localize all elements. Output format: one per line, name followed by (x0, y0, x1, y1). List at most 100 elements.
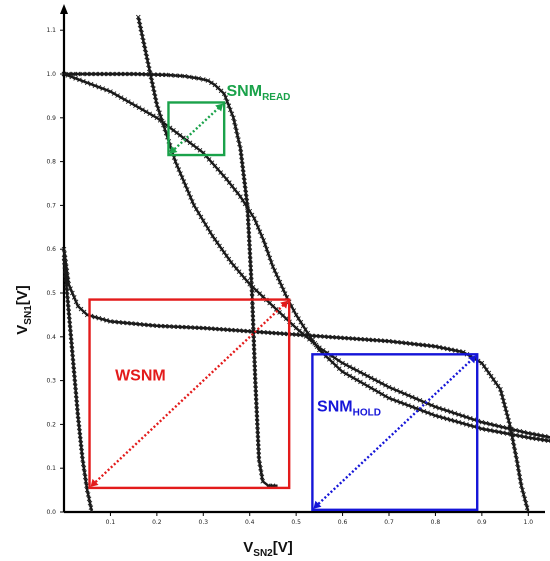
curve-marker (110, 71, 115, 77)
curve-marker (265, 330, 271, 335)
curve-marker (513, 427, 518, 433)
curve-marker (221, 327, 226, 332)
curve-marker (318, 334, 323, 339)
curve-marker (257, 461, 263, 467)
curve-marker (256, 452, 262, 458)
curve-marker (129, 101, 135, 106)
curve-marker (224, 176, 229, 182)
curve-marker (452, 410, 458, 416)
curve-marker (383, 393, 388, 399)
curve-marker (67, 317, 72, 323)
curve-marker (248, 273, 254, 279)
curve-marker (84, 80, 90, 86)
curve-marker (72, 375, 77, 381)
snm-hold-diagonal (314, 356, 476, 508)
curve-marker (258, 470, 264, 475)
curve-marker (386, 395, 392, 401)
curve-marker (298, 319, 304, 325)
curve-marker (250, 319, 256, 325)
curve-marker (255, 224, 261, 230)
vtc-curve-4-markers (61, 255, 94, 510)
curve-marker (158, 114, 164, 120)
curve-marker (175, 324, 181, 330)
curve-marker (368, 385, 374, 391)
curve-marker (118, 95, 124, 100)
curve-marker (416, 342, 421, 347)
curve-marker (184, 138, 190, 143)
curve-marker (77, 433, 83, 438)
curve-marker (143, 50, 149, 56)
curve-marker (235, 133, 240, 138)
curve-marker (136, 105, 142, 111)
curve-marker (207, 229, 213, 235)
curve-marker (259, 474, 265, 480)
x-tick-label: 0.2 (152, 519, 162, 526)
curve-marker (250, 315, 256, 321)
curve-marker (63, 272, 68, 277)
curve-marker (62, 268, 68, 273)
curve-marker (247, 248, 253, 254)
curve-marker (379, 391, 385, 397)
curve-marker (173, 73, 178, 78)
curve-marker (192, 325, 198, 330)
curve-marker (233, 124, 238, 129)
curve-marker (70, 359, 76, 365)
curve-marker (214, 240, 220, 245)
curve-marker (200, 77, 206, 82)
curve-marker (519, 483, 524, 489)
curve-marker (242, 178, 247, 184)
x-tick-label: 0.6 (338, 519, 348, 526)
curve-marker (247, 240, 252, 246)
curve-marker (120, 320, 126, 325)
curve-marker (300, 323, 306, 329)
curve-marker (407, 341, 413, 346)
curve-marker (417, 397, 423, 403)
curve-marker (513, 432, 518, 438)
curve-marker (162, 126, 168, 132)
curve-marker (189, 199, 195, 204)
curve-marker (217, 243, 222, 249)
curve-marker (346, 336, 351, 341)
curve-marker (412, 341, 417, 347)
curve-marker (93, 71, 98, 77)
wsnm-arrowhead (280, 300, 289, 309)
curve-marker (390, 386, 396, 392)
curve-marker (513, 452, 519, 458)
curve-marker (406, 393, 411, 398)
curve-marker (254, 403, 259, 408)
curve-marker (247, 208, 253, 214)
curve-marker (520, 487, 525, 493)
snm-hold-label: SNMHOLD (317, 398, 381, 418)
curve-marker (76, 425, 82, 430)
curve-marker (154, 115, 160, 121)
curve-marker (254, 419, 260, 425)
curve-marker (515, 465, 521, 471)
curve-marker (277, 331, 283, 336)
curve-marker (141, 38, 146, 44)
curve-marker (347, 373, 353, 379)
curve-marker (73, 299, 79, 305)
curve-marker (253, 386, 258, 392)
curve-marker (433, 404, 438, 410)
curve-marker (510, 439, 516, 445)
curve-marker (96, 84, 102, 90)
curve-marker (184, 324, 189, 330)
curve-marker (500, 424, 506, 430)
curve-marker (249, 212, 255, 218)
curve-marker (350, 366, 356, 371)
curve-marker (104, 87, 109, 93)
curve-marker (85, 492, 91, 497)
curve-marker (136, 18, 142, 24)
curve-marker (177, 73, 183, 79)
curve-marker (151, 72, 157, 77)
curve-marker (184, 187, 190, 192)
curve-marker (449, 347, 454, 353)
curve-marker (133, 103, 138, 108)
curve-marker (111, 91, 117, 96)
curve-marker (501, 398, 506, 404)
curve-marker (118, 71, 124, 77)
curve-marker (80, 457, 85, 462)
curve-marker (533, 436, 539, 442)
curve-marker (84, 483, 89, 489)
curve-marker (250, 303, 255, 308)
